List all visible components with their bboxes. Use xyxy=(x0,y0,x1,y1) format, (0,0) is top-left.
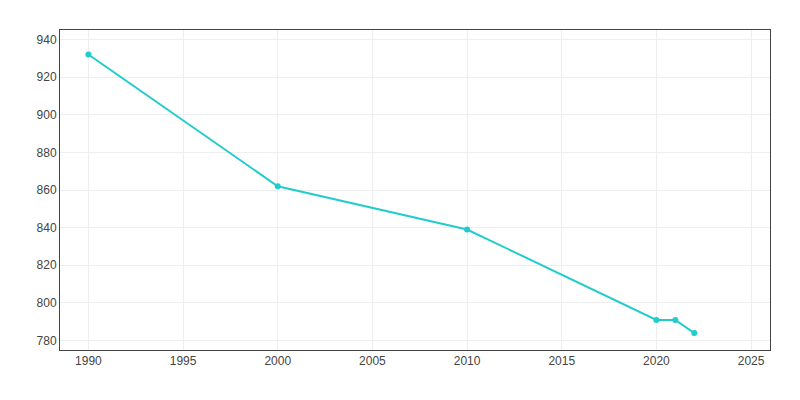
svg-text:800: 800 xyxy=(37,296,57,310)
svg-text:2020: 2020 xyxy=(643,354,670,368)
svg-text:2010: 2010 xyxy=(454,354,481,368)
svg-text:860: 860 xyxy=(37,183,57,197)
svg-text:820: 820 xyxy=(37,258,57,272)
svg-text:2025: 2025 xyxy=(738,354,765,368)
svg-text:900: 900 xyxy=(37,108,57,122)
svg-text:920: 920 xyxy=(37,70,57,84)
svg-text:780: 780 xyxy=(37,334,57,348)
svg-text:2005: 2005 xyxy=(359,354,386,368)
svg-text:2015: 2015 xyxy=(548,354,575,368)
svg-text:880: 880 xyxy=(37,146,57,160)
svg-text:2000: 2000 xyxy=(264,354,291,368)
svg-text:1995: 1995 xyxy=(170,354,197,368)
svg-text:1990: 1990 xyxy=(75,354,102,368)
svg-text:940: 940 xyxy=(37,33,57,47)
svg-text:840: 840 xyxy=(37,221,57,235)
